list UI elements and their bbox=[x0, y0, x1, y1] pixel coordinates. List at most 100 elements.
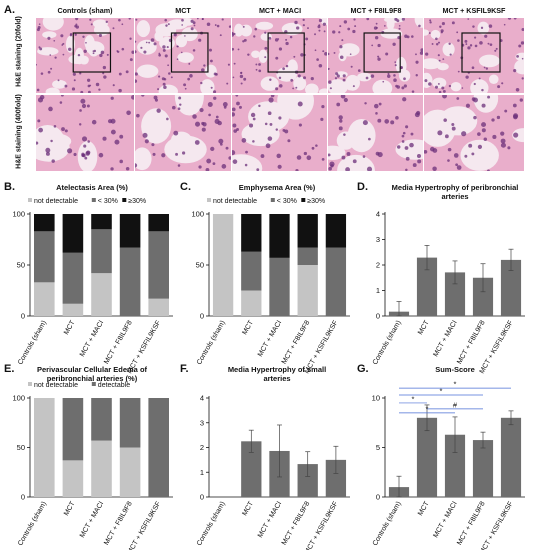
row-header-20fold: H&E staining (20fold) bbox=[15, 16, 23, 87]
x-tick-label: Controls (sham) bbox=[17, 501, 48, 548]
y-tick-label: 2 bbox=[376, 261, 380, 270]
panel-d-letter: D. bbox=[357, 181, 368, 193]
x-tick-label: MCT + MACI bbox=[79, 319, 105, 358]
bar bbox=[500, 417, 522, 497]
bar-segment bbox=[34, 282, 55, 316]
significance-mark: * bbox=[440, 387, 443, 396]
bar-segment bbox=[34, 231, 55, 283]
bar-segment bbox=[148, 398, 169, 497]
bar bbox=[416, 257, 438, 316]
x-tick-label: MCT + KSFIL9KSF bbox=[304, 501, 340, 550]
legend-swatch bbox=[91, 198, 96, 202]
micrograph-r1-c1 bbox=[36, 18, 134, 93]
y-tick-label: 100 bbox=[12, 210, 25, 219]
bar bbox=[269, 450, 290, 497]
bar bbox=[416, 417, 438, 497]
x-tick-label: Controls (sham) bbox=[196, 501, 227, 548]
x-tick-label: MCT + KSFIL9KSF bbox=[304, 320, 340, 375]
bar-segment bbox=[91, 229, 112, 274]
micrograph-r1-c5 bbox=[424, 18, 524, 93]
bar-segment bbox=[119, 214, 141, 248]
x-tick-label: MCT bbox=[417, 500, 431, 517]
chart-title-f: arteries bbox=[263, 374, 290, 383]
legend-label: < 30% bbox=[277, 198, 297, 205]
panel-g-letter: G. bbox=[357, 363, 369, 375]
bar bbox=[388, 311, 410, 316]
bar-segment bbox=[148, 231, 169, 299]
bar-segment bbox=[119, 247, 141, 316]
bar bbox=[444, 272, 466, 316]
x-tick-label: MCT + F8IL9F8 bbox=[281, 500, 312, 546]
x-tick-label: MCT + KSFIL9KSF bbox=[126, 320, 162, 375]
y-tick-label: 3 bbox=[200, 418, 204, 427]
x-tick-label: MCT + F8IL9F8 bbox=[103, 500, 134, 546]
bar bbox=[325, 459, 347, 497]
bar-segment bbox=[325, 247, 347, 316]
bar-segment bbox=[34, 398, 55, 497]
legend-swatch bbox=[270, 198, 275, 202]
column-header-controls: Controls (sham) bbox=[57, 6, 113, 15]
bar-segment bbox=[62, 398, 84, 461]
chart-title-c: Emphysema Area (%) bbox=[239, 183, 316, 192]
x-tick-label: MCT + F8IL9F8 bbox=[456, 319, 487, 365]
y-tick-label: 4 bbox=[376, 210, 380, 219]
legend-label: ≥30% bbox=[128, 198, 146, 205]
significance-mark: * bbox=[426, 404, 429, 413]
micrograph-r1-c4 bbox=[328, 18, 423, 93]
column-header-mct: MCT bbox=[175, 6, 191, 15]
legend-swatch bbox=[122, 198, 127, 202]
bar bbox=[388, 487, 410, 497]
legend-label: not detectable bbox=[34, 382, 78, 389]
y-tick-label: 1 bbox=[376, 286, 380, 295]
legend-swatch bbox=[28, 198, 32, 202]
chart-title-e: peribronchial arteries (%) bbox=[47, 374, 138, 383]
x-tick-label: MCT bbox=[63, 500, 77, 517]
y-tick-label: 4 bbox=[200, 394, 204, 403]
bar-segment bbox=[62, 214, 84, 253]
bar-segment bbox=[148, 298, 169, 316]
x-tick-label: MCT + KSFIL9KSF bbox=[479, 320, 515, 375]
chart-title-g: Sum-Score bbox=[435, 365, 475, 374]
y-tick-label: 100 bbox=[12, 394, 25, 403]
y-tick-label: 0 bbox=[21, 493, 25, 502]
micrograph-r2-c5 bbox=[424, 95, 524, 171]
micrograph-r2-c2 bbox=[135, 95, 231, 171]
bar-segment bbox=[212, 214, 234, 316]
bar-segment bbox=[91, 440, 112, 497]
y-tick-label: 0 bbox=[376, 493, 380, 502]
x-tick-label: MCT + F8IL9F8 bbox=[281, 319, 312, 365]
x-tick-label: Controls (sham) bbox=[196, 320, 227, 367]
x-tick-label: MCT bbox=[63, 319, 77, 336]
column-header-mct-f8il9f8: MCT + F8IL9F8 bbox=[350, 6, 402, 15]
x-tick-label: MCT + MACI bbox=[79, 500, 105, 539]
bar-segment bbox=[241, 214, 262, 252]
chart-title-e: Perivascular Cellular Edema of bbox=[37, 365, 148, 374]
legend-label: detectable bbox=[98, 382, 130, 389]
column-header-mct-ksfil9ksf: MCT + KSFIL9KSF bbox=[442, 6, 506, 15]
panel-e-letter: E. bbox=[4, 363, 15, 375]
y-tick-label: 0 bbox=[200, 312, 204, 321]
bar-segment bbox=[148, 214, 169, 232]
y-tick-label: 50 bbox=[196, 261, 204, 270]
micrograph-r1-c2 bbox=[135, 18, 231, 93]
bar bbox=[241, 441, 262, 497]
legend-label: ≥30% bbox=[307, 198, 325, 205]
chart-title-d: arteries bbox=[441, 192, 468, 201]
bar-segment bbox=[297, 247, 318, 265]
panel-c-letter: C. bbox=[180, 181, 191, 193]
x-tick-label: MCT bbox=[241, 319, 255, 336]
chart-g: Sum-Score 0 5 10 Controls (sham) MCT MCT + MAC… bbox=[372, 365, 525, 550]
bar-segment bbox=[297, 265, 318, 316]
y-tick-label: 3 bbox=[376, 235, 380, 244]
bar-segment bbox=[241, 251, 262, 291]
panel-f-letter: F. bbox=[180, 363, 189, 375]
bar-segment bbox=[91, 273, 112, 316]
bar bbox=[472, 277, 494, 316]
legend-swatch bbox=[207, 198, 211, 202]
bar bbox=[297, 464, 318, 497]
bar bbox=[472, 440, 494, 497]
y-tick-label: 10 bbox=[372, 394, 380, 403]
y-tick-label: 5 bbox=[376, 443, 380, 452]
chart-b: Atelectasis Area (%) not detectable < 30% ≥… bbox=[12, 183, 173, 375]
bar-segment bbox=[91, 398, 112, 441]
